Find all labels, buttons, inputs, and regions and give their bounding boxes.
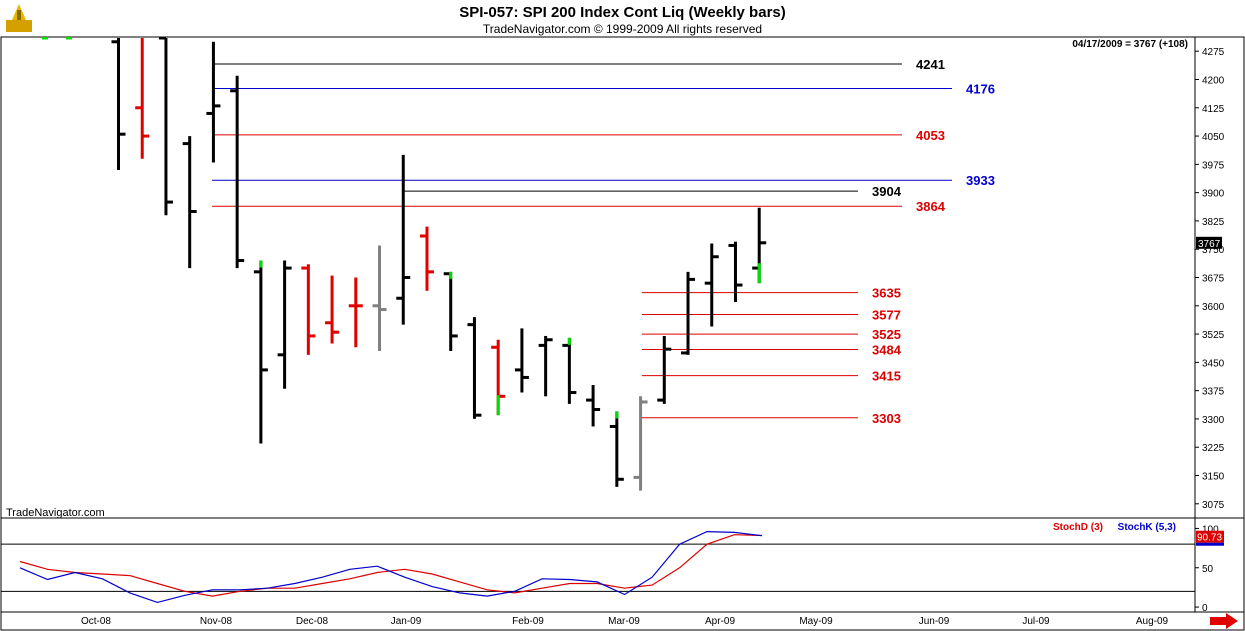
stoch-tick-label: 100 <box>1202 524 1219 535</box>
stoch-series-line <box>19 534 763 597</box>
price-bar <box>158 37 173 216</box>
price-tick-label: 4275 <box>1202 47 1225 58</box>
time-axis-label: Jun-09 <box>919 616 950 627</box>
time-axis-label: Apr-09 <box>705 616 735 627</box>
price-bar <box>396 154 411 325</box>
level-label-3904: 3904 <box>872 184 902 199</box>
price-bar <box>253 260 268 444</box>
stoch-legend-entry: StochK (5,3) <box>1118 522 1176 533</box>
level-label-3303: 3303 <box>872 411 901 426</box>
price-bar <box>681 271 696 355</box>
price-tick-label: 4200 <box>1202 75 1225 86</box>
time-axis-label: May-09 <box>799 616 833 627</box>
stoch-last-value-box <box>1196 530 1224 543</box>
last-price-label: 3767 <box>1198 239 1221 250</box>
price-tick-label: 3675 <box>1202 274 1225 285</box>
stoch-series-line <box>19 530 763 604</box>
level-label-4241: 4241 <box>916 57 945 72</box>
price-bar <box>657 335 672 404</box>
price-bar <box>372 245 387 352</box>
price-bar <box>230 75 245 269</box>
price-bar <box>135 38 150 159</box>
level-label-3415: 3415 <box>872 369 901 384</box>
time-axis-label: Aug-09 <box>1136 616 1169 627</box>
price-tick-label: 3825 <box>1202 217 1225 228</box>
price-bar <box>609 411 624 487</box>
price-bar <box>348 277 363 348</box>
scroll-right-arrow-icon[interactable] <box>1210 613 1238 629</box>
price-bar <box>728 241 743 303</box>
stoch-tick-label: 50 <box>1202 564 1214 575</box>
price-tick-label: 4050 <box>1202 132 1225 143</box>
watermark: TradeNavigator.com <box>6 507 105 519</box>
price-bar <box>301 264 316 355</box>
price-tick-label: 3375 <box>1202 387 1225 398</box>
price-bar <box>586 384 601 427</box>
level-label-4053: 4053 <box>916 128 945 143</box>
price-bar <box>633 396 648 491</box>
price-bar <box>562 337 577 404</box>
price-tick-label: 3150 <box>1202 472 1225 483</box>
price-bar <box>277 260 292 389</box>
last-price-box <box>1196 236 1222 249</box>
price-bar <box>491 339 506 416</box>
price-bar <box>325 275 340 344</box>
price-tick-label: 3075 <box>1202 500 1225 511</box>
chart-header: SPI-057: SPI 200 Index Cont Liq (Weekly … <box>0 0 1245 38</box>
price-tick-label: 3225 <box>1202 443 1225 454</box>
price-tick-label: 3975 <box>1202 160 1225 171</box>
price-tick-label: 4125 <box>1202 104 1225 115</box>
price-bar <box>514 328 529 393</box>
price-tick-label: 3900 <box>1202 189 1225 200</box>
stoch-panel-frame <box>0 517 1196 613</box>
trade-navigator-logo-icon <box>6 4 32 32</box>
price-tick-label: 3750 <box>1202 245 1225 256</box>
price-bar <box>206 41 221 163</box>
copyright-line: TradeNavigator.com © 1999-2009 All right… <box>482 22 763 36</box>
level-label-3635: 3635 <box>872 286 901 301</box>
price-bar <box>111 38 126 171</box>
price-tick-label: 3300 <box>1202 415 1225 426</box>
level-label-3484: 3484 <box>872 343 902 358</box>
time-axis-label: Feb-09 <box>512 616 544 627</box>
stoch-last-value-underline <box>1196 542 1224 546</box>
stoch-tick-label: 0 <box>1202 603 1208 614</box>
level-label-4176: 4176 <box>966 82 995 97</box>
time-axis-label: Jul-09 <box>1022 616 1050 627</box>
level-label-3577: 3577 <box>872 307 901 322</box>
time-axis-label: Oct-08 <box>81 616 111 627</box>
level-label-3933: 3933 <box>966 173 995 188</box>
price-bar <box>182 136 197 269</box>
time-axis-label: Jan-09 <box>391 616 422 627</box>
price-bar <box>467 317 482 419</box>
time-axis-frame <box>0 611 1245 631</box>
time-axis-label: Dec-08 <box>296 616 329 627</box>
price-tick-label: 3450 <box>1202 358 1225 369</box>
time-axis-label: Mar-09 <box>608 616 640 627</box>
price-tick-label: 3525 <box>1202 330 1225 341</box>
price-panel-frame <box>0 36 1196 519</box>
price-tick-label: 3600 <box>1202 302 1225 313</box>
level-label-3525: 3525 <box>872 327 901 342</box>
stoch-legend-entry: StochD (3) <box>1053 522 1103 533</box>
time-axis-label: Nov-08 <box>200 616 233 627</box>
price-bar <box>538 335 553 397</box>
level-label-3864: 3864 <box>916 199 946 214</box>
stoch-last-value-label: 90.73 <box>1197 533 1222 544</box>
price-bar <box>443 271 458 352</box>
status-line: 04/17/2009 = 3767 (+108) <box>1072 39 1188 50</box>
price-bar <box>419 226 434 291</box>
price-bar <box>704 243 719 327</box>
price-bar <box>752 207 767 284</box>
chart-title: SPI-057: SPI 200 Index Cont Liq (Weekly … <box>459 4 786 21</box>
